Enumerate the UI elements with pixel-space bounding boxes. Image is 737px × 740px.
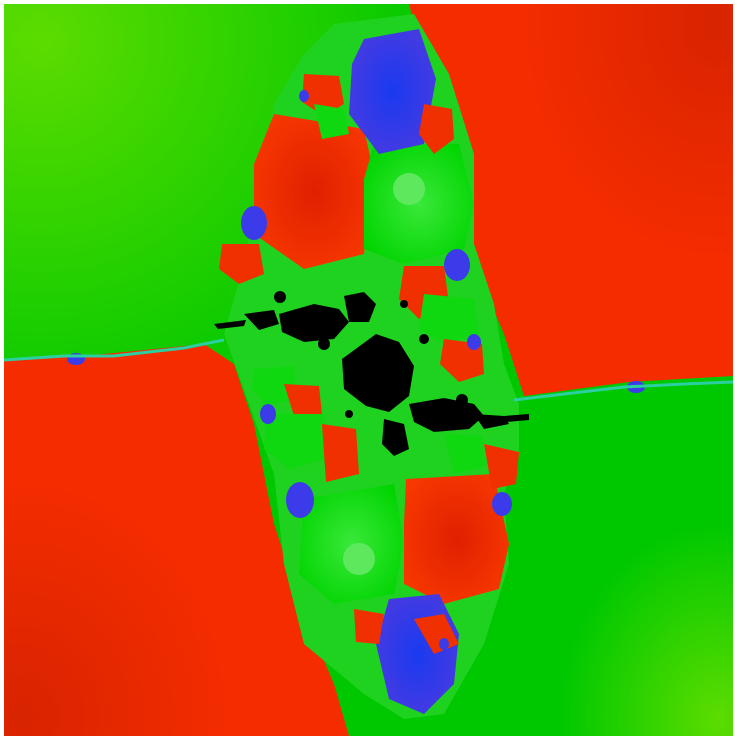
blue-spot-1	[241, 206, 267, 240]
cell-red-lower	[404, 474, 509, 604]
cell-green-small-1	[314, 104, 349, 139]
cell-red-upper	[254, 114, 374, 269]
filament-right	[513, 380, 733, 402]
blue-spot-10	[439, 638, 449, 650]
cell-red-small-7	[322, 424, 359, 482]
blue-spot-3	[286, 482, 314, 518]
cell-red-small-2	[419, 104, 454, 154]
blue-spot-6	[467, 334, 481, 350]
black-core	[214, 291, 529, 456]
newton-fractal-image	[4, 4, 733, 736]
cell-green-upper-center	[393, 173, 425, 205]
basin-bottom-left	[4, 344, 349, 736]
cell-green-small-3	[252, 366, 296, 406]
cell-blue-top	[349, 29, 436, 154]
blue-spot-4	[492, 492, 512, 516]
cell-red-small-6	[284, 384, 322, 422]
blue-spot-5	[260, 404, 276, 424]
cell-red-small-10	[354, 609, 384, 644]
filament-left	[4, 338, 225, 362]
cell-green-small-2	[419, 294, 479, 344]
cell-red-small-1	[302, 74, 344, 116]
cell-green-lower-center	[343, 543, 375, 575]
cell-green-upper	[364, 144, 474, 264]
cell-green-small-4	[264, 414, 326, 469]
cell-green-lower	[299, 484, 404, 604]
cell-green-small-5	[444, 434, 486, 474]
cell-red-small-3	[219, 244, 264, 284]
blue-spot-9	[299, 90, 309, 102]
blue-spot-2	[444, 249, 470, 281]
cell-red-small-8	[484, 444, 519, 489]
